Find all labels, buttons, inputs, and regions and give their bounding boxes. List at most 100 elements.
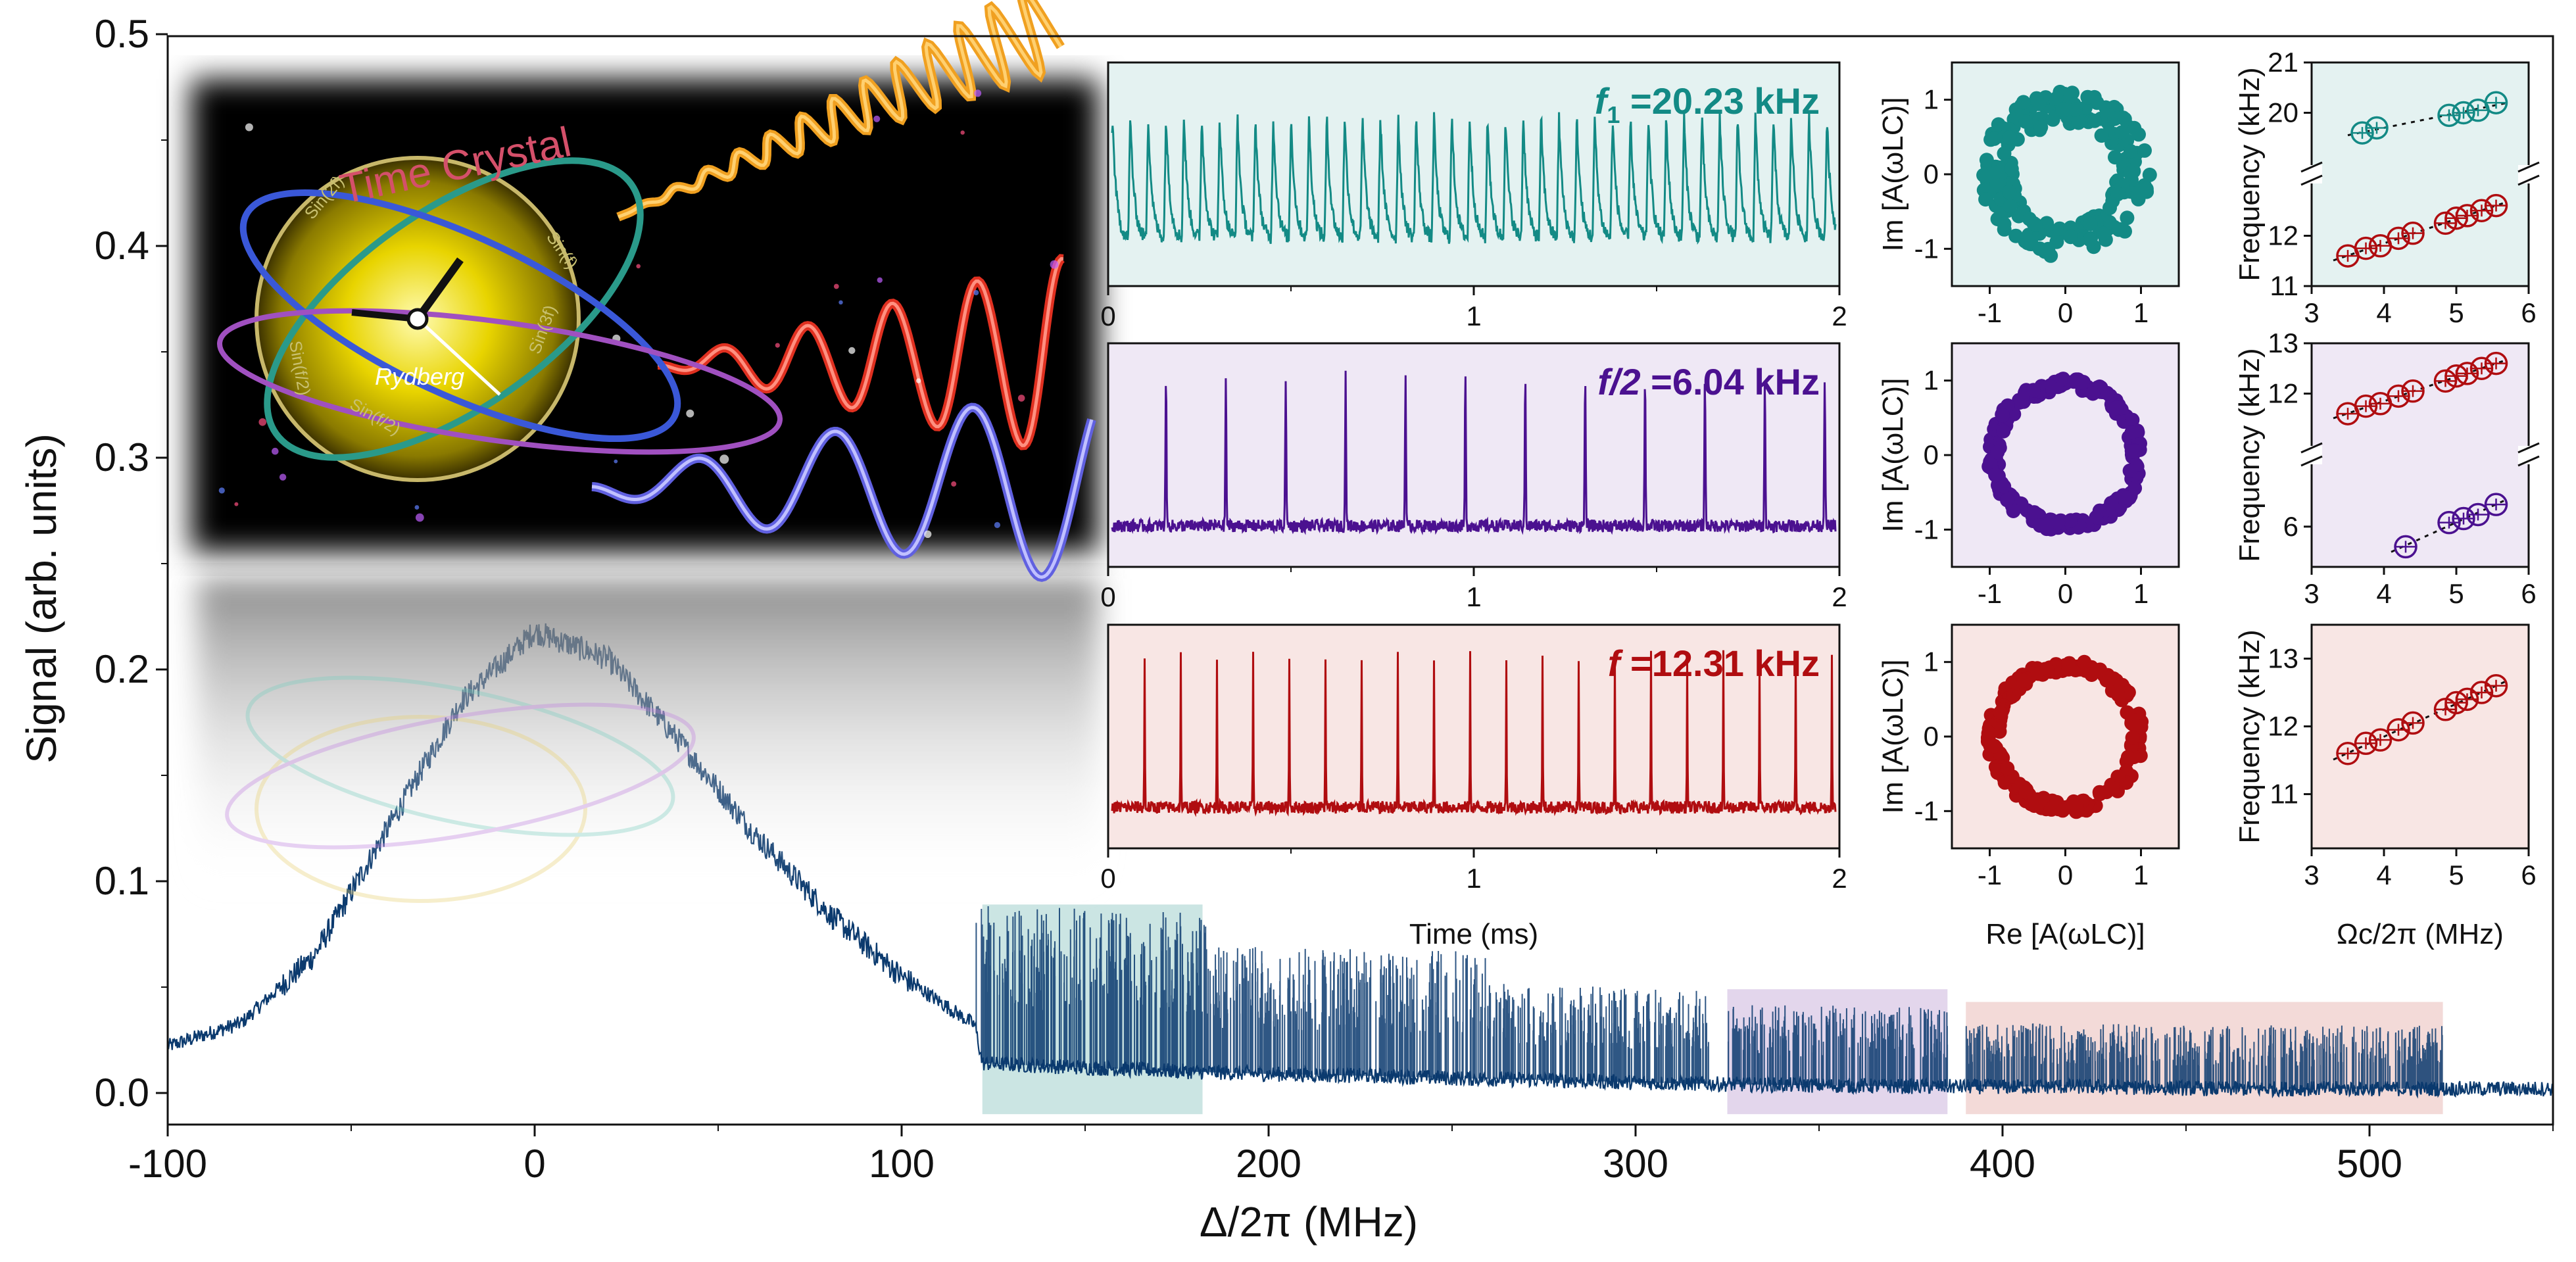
main-x-tick-label: 100 [869,1142,935,1186]
main-x-axis-label: Δ/2π (MHz) [1200,1198,1418,1246]
phase-x-tick-label: 1 [2133,860,2149,890]
wave-blue-highlight [591,406,1094,579]
phase-point [2085,386,2101,401]
phase-point [2077,654,2092,669]
phase-point [1989,176,2005,191]
time-x-tick-label: 2 [1832,863,1847,894]
phase-point [2063,230,2078,245]
sparkle [974,89,982,97]
time-trace-line [1111,370,1837,535]
phase-point [2083,216,2098,231]
time-trace-line [1111,112,1837,245]
main-x-tick-label: -100 [128,1142,207,1186]
phase-point [2002,130,2017,145]
time-x-tick-label: 0 [1100,301,1115,331]
frequency-label: f1 =20.23 kHz [1595,80,1820,128]
phase-y-tick-label: 0 [1924,721,1939,752]
time-trace-frame [1107,61,1841,287]
phase-panel-4: -1 0 1 -1 0 1 Im [A(ωLC)] [1877,61,2180,328]
phase-x-tick-label: -1 [1978,297,2002,328]
phase-point [1995,408,2010,423]
frequency-y-axis-label: Frequency (kHz) [2233,67,2266,281]
phase-point [2029,506,2045,522]
phase-point [2018,114,2033,129]
sparkle [686,409,694,418]
main-trace-spikes [975,906,2443,1089]
frequency-x-tick-label: 4 [2376,297,2391,328]
sparkle [719,454,729,464]
phase-point [2006,504,2021,518]
phase-point [2123,166,2138,181]
phase-points [1981,372,2147,537]
phase-point [2109,400,2124,416]
lower-series [2333,193,2508,268]
sparkle [973,290,979,295]
phase-point [2039,662,2054,677]
frequency-y-tick-label: 21 [2268,47,2298,78]
sparkle [272,447,279,455]
frequency-x-tick-label: 5 [2448,297,2464,328]
phase-y-tick-label: -1 [1914,233,1939,264]
phase-point [2076,375,2091,390]
main-plot-frame [166,35,2554,1126]
phase-x-axis-label: Re [A(ωLC)] [1985,918,2145,950]
orbit-ring-purple [217,308,783,455]
frequency-y-tick-label: 13 [2268,643,2298,674]
frequency-y-tick-label: 6 [2283,511,2298,542]
main-y-tick-label: 0.0 [95,1071,149,1115]
frequency-x-tick-label: 6 [2521,578,2536,609]
fit-line [2333,679,2508,761]
phase-point [2016,95,2031,110]
phase-point [2049,91,2064,106]
clock-hand-hour [414,257,464,322]
frequency-x-tick-label: 6 [2521,860,2536,890]
frequency-y-tick-label: 11 [2270,779,2298,810]
axis-break-mark [2300,455,2323,467]
fit-line [2333,358,2508,420]
phase-x-tick-label: 1 [2133,297,2149,328]
phase-x-tick-label: 0 [2058,860,2073,890]
phase-y-tick-label: 1 [1924,365,1939,396]
phase-point [2004,161,2019,176]
fit-line [2333,201,2508,262]
frequency-y-tick-label: 12 [2268,378,2298,409]
phase-point [2028,217,2043,232]
sparkle [833,283,839,289]
frequency-x-tick-label: 3 [2304,578,2319,609]
phase-point [2127,481,2143,496]
axis-break-mark [2300,442,2323,454]
frequency-x-tick-label: 3 [2304,860,2319,890]
main-x-tick-label: 0 [523,1142,545,1186]
phase-y-tick-label: 1 [1924,646,1939,677]
phase-point [1997,146,2012,161]
phase-point [2112,222,2127,237]
phase-point [1987,739,2002,754]
sparkle [1017,395,1025,402]
phase-point [2120,210,2135,226]
phase-x-tick-label: -1 [1978,860,2002,890]
sparkle [994,522,1000,529]
phase-point [2055,102,2070,117]
lower-series [2391,493,2508,559]
main-x-ticks: -100 0 100 200 300 400 500 [128,1125,2554,1186]
axis-break-mark [2517,161,2540,173]
phase-point [2043,802,2058,816]
clock-center [406,308,429,330]
phase-point [2032,241,2047,256]
phase-point [2026,383,2041,398]
phase-point [2002,185,2017,199]
phase-point [1976,168,1991,183]
phase-point [2008,228,2024,243]
phase-point [2087,113,2102,128]
phase-point [2110,187,2126,202]
phase-point [2118,490,2133,505]
artwork-reflection [197,579,1098,894]
fit-line [2391,498,2508,553]
frequency-y-tick-label: 12 [2268,220,2298,251]
phase-point [1978,192,1993,207]
phase-points [1980,654,2149,819]
clock-hand-second [416,318,501,396]
artwork-waves [218,0,1096,582]
phase-point [1990,445,2005,460]
